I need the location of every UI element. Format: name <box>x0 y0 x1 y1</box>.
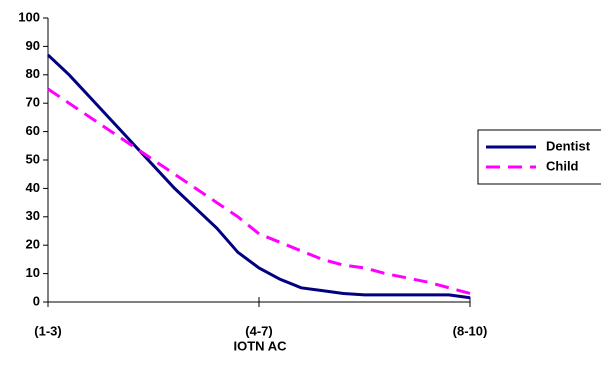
y-tick-label: 100 <box>18 9 40 24</box>
y-tick-label: 60 <box>26 123 40 138</box>
y-tick-label: 20 <box>26 237 40 252</box>
y-tick-label: 70 <box>26 95 40 110</box>
legend-label: Child <box>546 158 579 173</box>
y-tick-label: 10 <box>26 265 40 280</box>
x-tick-label: (4-7) <box>245 323 272 338</box>
legend-label: Dentist <box>546 138 591 153</box>
y-tick-label: 50 <box>26 151 40 166</box>
y-tick-label: 40 <box>26 180 40 195</box>
legend-box <box>477 129 601 185</box>
y-tick-label: 80 <box>26 66 40 81</box>
line-series <box>47 87 471 295</box>
y-tick-label: 0 <box>33 293 40 308</box>
line-series <box>46 53 471 300</box>
y-tick-label: 90 <box>26 38 40 53</box>
x-axis-title: IOTN AC <box>234 338 288 353</box>
x-tick-label: (8-10) <box>453 323 488 338</box>
x-tick-label: (1-3) <box>34 323 61 338</box>
y-tick-label: 30 <box>26 208 40 223</box>
